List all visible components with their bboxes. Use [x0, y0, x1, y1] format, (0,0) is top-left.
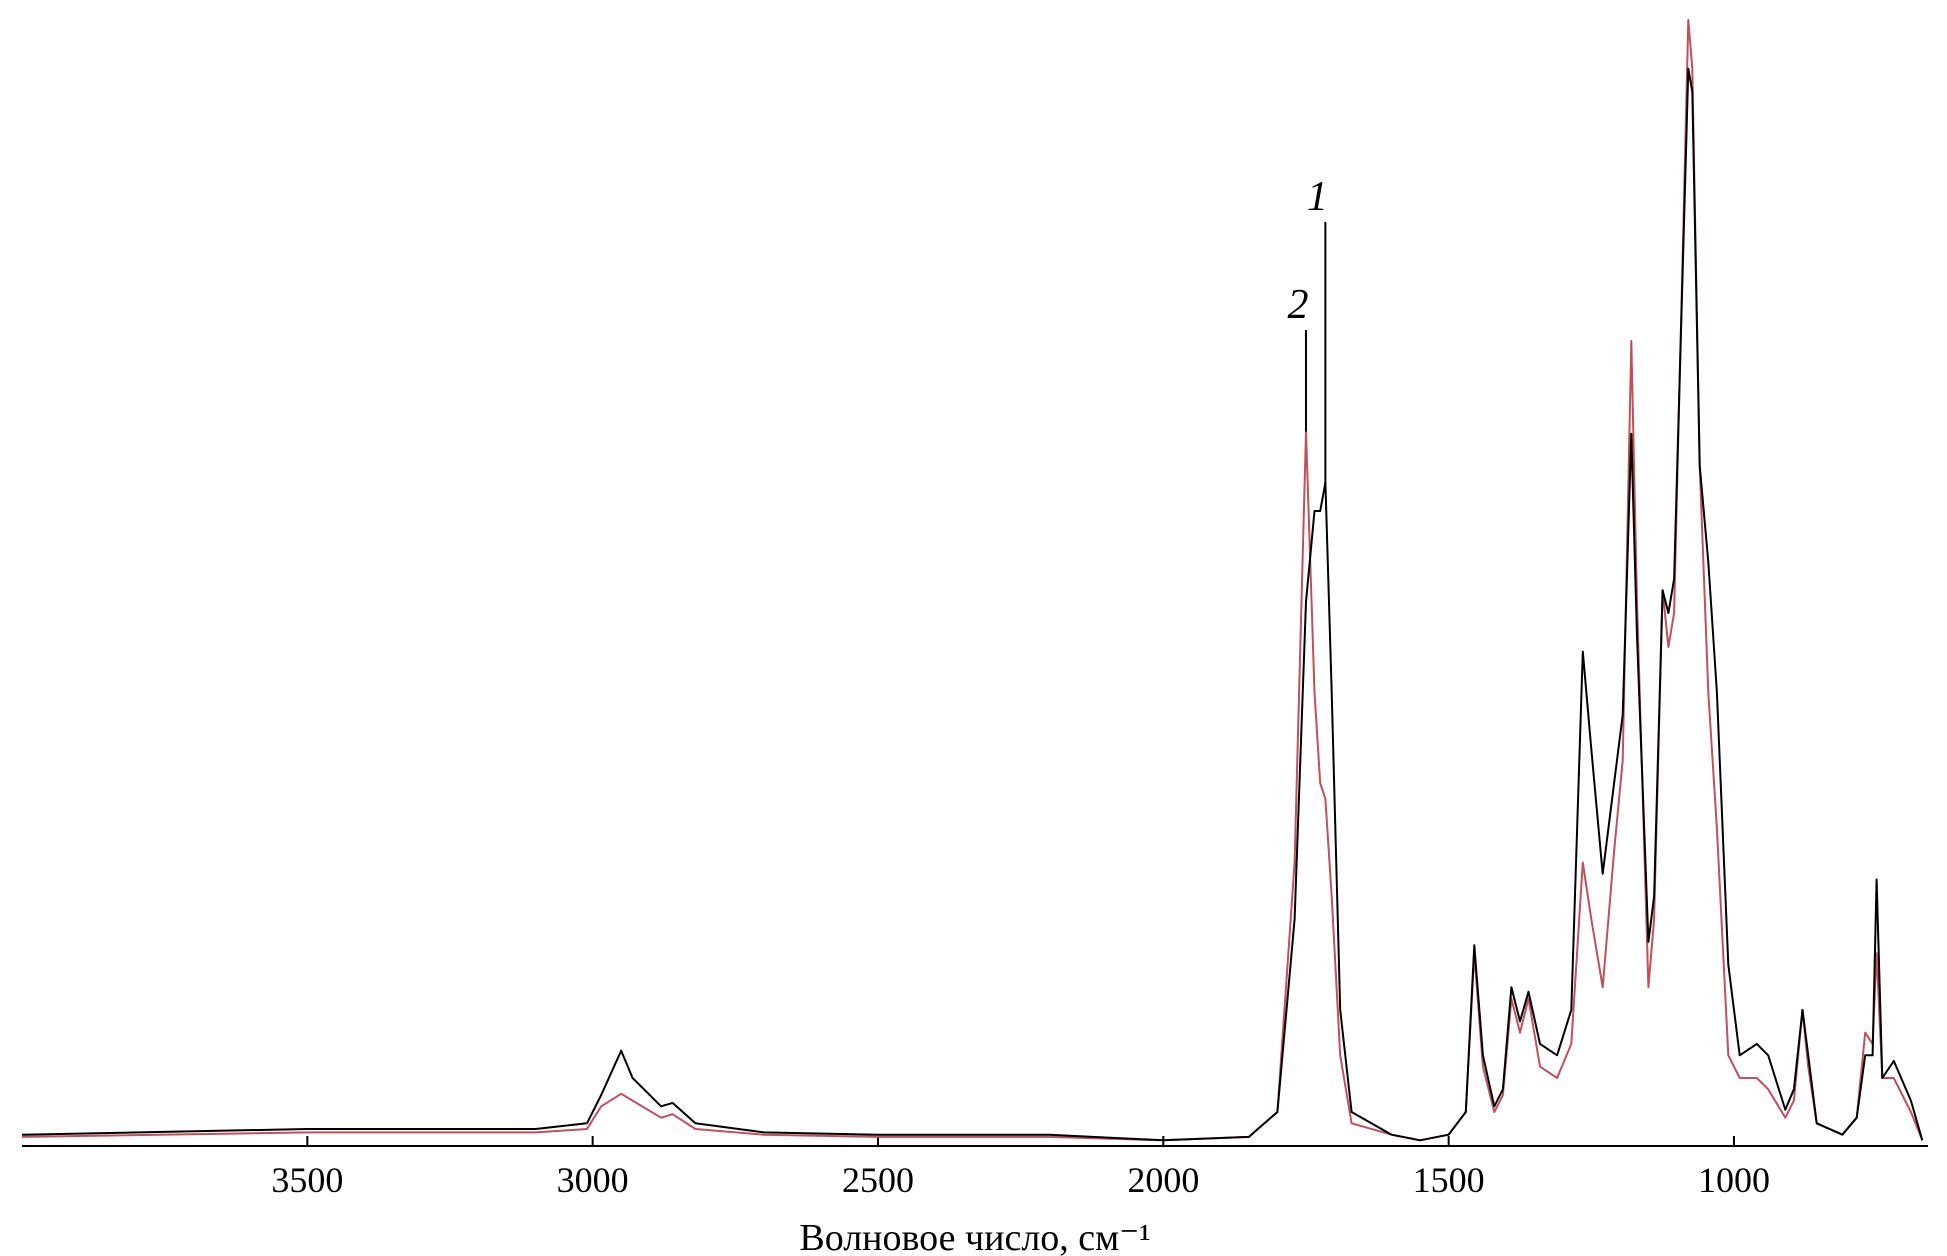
spectrum-line — [21, 67, 1924, 1142]
x-tick-label: 3000 — [557, 1160, 629, 1200]
x-tick-label: 2000 — [1127, 1160, 1199, 1200]
x-tick-label: 2500 — [842, 1160, 914, 1200]
x-tick-label: 1500 — [1413, 1160, 1485, 1200]
curve-label: 2 — [1287, 282, 1308, 328]
x-axis-label: Волновое число, см⁻¹ — [799, 1217, 1150, 1256]
spectrum-line — [21, 18, 1924, 1142]
x-tick-label: 1000 — [1698, 1160, 1770, 1200]
curve-label: 1 — [1307, 174, 1328, 220]
x-tick-label: 3500 — [271, 1160, 343, 1200]
